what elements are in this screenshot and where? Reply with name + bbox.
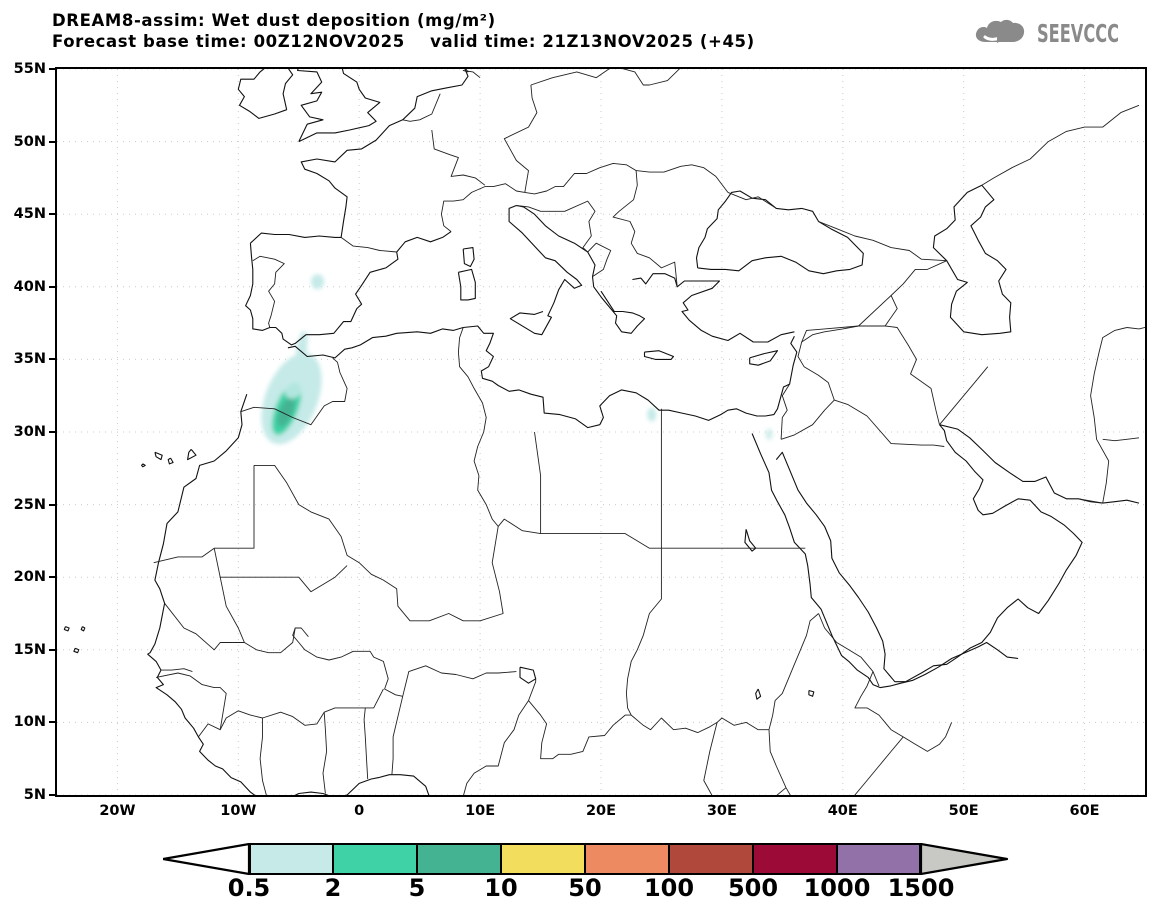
y-tick-mark (49, 140, 56, 143)
y-tick-mark (49, 358, 56, 361)
seevccc-logo: SEEVCCC (972, 16, 1151, 50)
colorbar-tick-label: 1000 (803, 874, 871, 902)
colorbar-under-arrow (161, 842, 251, 876)
colorbar-tick-label: 1500 (887, 874, 955, 902)
x-tick-label: 10W (220, 803, 257, 819)
y-tick-label: 45N (13, 206, 46, 223)
y-tick-label: 10N (13, 714, 46, 731)
colorbar-swatch (333, 843, 417, 875)
x-tick-label: 0 (354, 803, 365, 819)
colorbar-tick-label: 2 (324, 874, 342, 902)
y-tick-mark (49, 721, 56, 724)
y-tick-mark (49, 648, 56, 651)
colorbar-tick-label: 0.5 (227, 874, 271, 902)
colorbar-swatch (249, 843, 333, 875)
y-tick-label: 15N (13, 641, 46, 658)
y-tick-mark (49, 794, 56, 796)
x-tick-label: 50E (948, 803, 979, 819)
y-tick-label: 40N (13, 278, 46, 295)
y-tick-label: 50N (13, 133, 46, 150)
chart-header: DREAM8-assim: Wet dust deposition (mg/m²… (0, 0, 1165, 62)
colorbar-tick-labels: 0.5 2 5 10 50 100 500 1000 1500 (163, 874, 1003, 904)
y-tick-label: 55N (13, 61, 46, 77)
y-tick-label: 35N (13, 351, 46, 368)
y-tick-mark (49, 213, 56, 216)
colorbar-tick-label: 5 (408, 874, 426, 902)
colorbar (161, 842, 1009, 876)
colorbar-swatches (249, 843, 921, 875)
colorbar-tick-label: 50 (568, 874, 602, 902)
cloud-arrow-icon (976, 19, 1025, 43)
colorbar-over-arrow (919, 842, 1009, 876)
y-tick-mark (49, 68, 56, 70)
y-tick-label: 25N (13, 496, 46, 513)
x-tick-label: 10E (465, 803, 496, 819)
colorbar-swatch (669, 843, 753, 875)
x-tick-label: 60E (1069, 803, 1100, 819)
x-tick-label: 20E (585, 803, 617, 819)
map-coastlines (63, 69, 1145, 795)
map-gridlines (57, 69, 1145, 795)
logo-text: SEEVCCC (1037, 18, 1120, 48)
colorbar-tick-label: 10 (484, 874, 518, 902)
chart-subtitle: Forecast base time: 00Z12NOV2025 valid t… (52, 32, 755, 51)
y-tick-mark (49, 431, 56, 433)
colorbar-swatch (585, 843, 669, 875)
colorbar-swatch (753, 843, 837, 875)
y-tick-label: 30N (13, 424, 46, 440)
y-tick-mark (49, 285, 56, 288)
y-tick-mark (49, 503, 56, 506)
colorbar-swatch (501, 843, 585, 875)
colorbar-tick-label: 100 (643, 874, 695, 902)
y-tick-label: 20N (13, 569, 46, 586)
y-tick-label: 5N (23, 787, 46, 803)
colorbar-swatch (837, 843, 921, 875)
x-tick-label: 20W (99, 803, 136, 819)
dust-deposition-field (261, 274, 773, 445)
x-tick-label: 40E (827, 803, 858, 819)
y-tick-mark (49, 576, 56, 579)
chart-title: DREAM8-assim: Wet dust deposition (mg/m²… (52, 11, 496, 30)
colorbar-tick-label: 500 (727, 874, 779, 902)
colorbar-swatch (417, 843, 501, 875)
x-tick-label: 30E (706, 803, 737, 819)
map-plot-area (55, 67, 1147, 797)
